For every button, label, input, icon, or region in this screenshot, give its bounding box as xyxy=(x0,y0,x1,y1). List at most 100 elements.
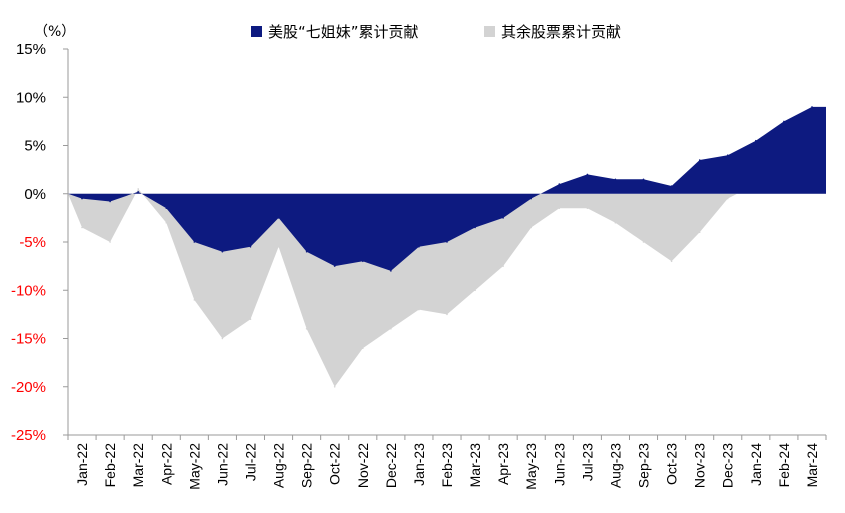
data-point xyxy=(670,260,673,263)
legend-label-magnificent-seven: 美股“七姐妹”累计贡献 xyxy=(268,23,419,41)
y-tick-label: 10% xyxy=(16,89,46,106)
x-tick-label: Jun-22 xyxy=(214,443,230,486)
data-point xyxy=(614,178,617,181)
y-tick-label: -25% xyxy=(11,427,46,444)
data-point xyxy=(165,221,168,224)
data-point xyxy=(109,241,111,243)
data-point xyxy=(305,250,308,253)
y-tick-label: -15% xyxy=(11,331,46,348)
data-point xyxy=(277,246,280,248)
y-tick-labels: 15% 10% 5% 0% -5% -10% -15% -20% -25% xyxy=(11,41,46,444)
data-point xyxy=(474,289,476,292)
x-tick-label: Feb-22 xyxy=(102,443,118,488)
data-point xyxy=(530,197,532,200)
x-tick-label: Sep-23 xyxy=(636,443,652,488)
x-tick-label: Dec-23 xyxy=(720,443,736,488)
data-point xyxy=(586,173,589,176)
data-point xyxy=(726,154,729,156)
x-tick-label: May-23 xyxy=(523,443,539,490)
data-point xyxy=(81,226,83,229)
y-tick-label: 0% xyxy=(24,186,46,203)
data-point xyxy=(474,226,476,229)
data-point xyxy=(305,328,308,330)
data-point xyxy=(558,183,561,185)
data-point xyxy=(333,386,336,388)
x-tick-label: Dec-22 xyxy=(383,443,399,488)
data-point xyxy=(502,217,504,219)
data-point xyxy=(502,265,504,267)
data-point xyxy=(530,226,532,229)
data-point xyxy=(418,308,420,311)
x-tick-label: Jul-22 xyxy=(243,443,259,481)
legend: 美股“七姐妹”累计贡献 其余股票累计贡献 xyxy=(251,23,621,41)
x-tick-label: Feb-23 xyxy=(439,443,455,488)
data-point xyxy=(362,347,364,350)
x-tick-label: May-22 xyxy=(186,443,202,490)
x-tick-label: Jan-24 xyxy=(748,443,764,486)
data-point xyxy=(783,120,785,123)
data-point xyxy=(642,241,645,243)
y-tick-label: 5% xyxy=(24,138,46,155)
x-tick-label: Nov-23 xyxy=(692,443,708,488)
x-tick-label: Sep-22 xyxy=(299,443,315,488)
x-tick-label: Apr-22 xyxy=(158,443,174,485)
data-point xyxy=(446,241,448,243)
x-tick-label: Oct-22 xyxy=(327,443,343,485)
x-tick-label: Mar-24 xyxy=(804,443,820,488)
data-point xyxy=(249,246,252,248)
legend-swatch-magnificent-seven xyxy=(251,26,262,37)
data-point xyxy=(193,299,196,301)
legend-label-other-stocks: 其余股票累计贡献 xyxy=(501,23,621,41)
data-point xyxy=(193,241,196,243)
area-series-magnificent-seven xyxy=(68,106,826,271)
data-point xyxy=(755,139,757,142)
data-point xyxy=(446,313,448,316)
data-point xyxy=(165,207,168,209)
data-point xyxy=(137,188,139,190)
data-point xyxy=(642,178,645,181)
x-tick-label: Feb-24 xyxy=(776,443,792,488)
data-point xyxy=(698,231,701,234)
data-point xyxy=(390,270,392,272)
x-tick-label: Jan-22 xyxy=(74,443,90,486)
data-point xyxy=(277,217,280,219)
y-unit-label: （%） xyxy=(34,24,75,40)
data-point xyxy=(418,246,420,248)
data-point xyxy=(221,250,224,253)
data-point xyxy=(811,106,813,108)
data-point xyxy=(137,191,139,193)
data-point xyxy=(109,200,111,203)
legend-swatch-other-stocks xyxy=(484,26,495,37)
area-layer xyxy=(68,106,826,388)
x-tick-label: Apr-23 xyxy=(495,443,511,485)
x-tick-label: Mar-22 xyxy=(130,443,146,488)
x-tick-labels: Jan-22 Feb-22 Mar-22 Apr-22 May-22 Jun-22 Jul-… xyxy=(74,443,820,490)
x-tick-label: Aug-23 xyxy=(607,443,623,488)
y-tick-label: -5% xyxy=(19,234,46,251)
y-tick-label: 15% xyxy=(16,41,46,58)
data-point xyxy=(586,207,589,209)
x-tick-label: Jan-23 xyxy=(411,443,427,486)
data-point xyxy=(726,197,729,200)
data-point xyxy=(333,265,336,267)
data-point xyxy=(221,337,224,340)
x-tick-label: Oct-23 xyxy=(664,443,680,485)
data-point xyxy=(670,185,673,187)
data-point xyxy=(362,260,364,263)
axis-layer xyxy=(63,48,827,440)
data-point xyxy=(390,328,392,330)
data-point xyxy=(81,197,83,200)
x-tick-label: Jul-23 xyxy=(579,443,595,481)
x-tick-label: Mar-23 xyxy=(467,443,483,488)
x-tick-label: Jun-23 xyxy=(551,443,567,486)
y-tick-label: -20% xyxy=(11,379,46,396)
data-point xyxy=(558,207,561,209)
data-point xyxy=(614,221,617,224)
x-tick-label: Aug-22 xyxy=(271,443,287,488)
data-point xyxy=(698,159,701,161)
y-tick-label: -10% xyxy=(11,282,46,299)
x-tick-label: Nov-22 xyxy=(355,443,371,488)
data-point xyxy=(249,318,252,321)
